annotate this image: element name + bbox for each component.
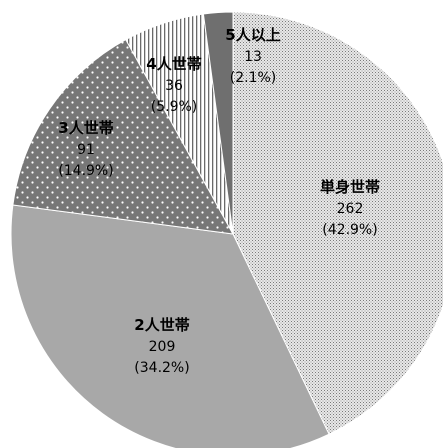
pie-label-value-single: 262 bbox=[337, 201, 364, 217]
pie-slice-two-person bbox=[10, 204, 330, 448]
pie-slice-three-person bbox=[12, 38, 234, 235]
pie-label-category-three-person: 3人世帯 bbox=[58, 119, 113, 137]
pie-label-category-single: 単身世帯 bbox=[320, 178, 380, 196]
pie-label-value-two-person: 209 bbox=[149, 339, 176, 355]
pie-label-value-four-person: 36 bbox=[165, 78, 183, 94]
pie-slices bbox=[10, 11, 443, 448]
pie-label-percent-two-person: (34.2%) bbox=[134, 360, 189, 376]
pie-label-category-two-person: 2人世帯 bbox=[134, 316, 189, 334]
pie-label-percent-single: (42.9%) bbox=[322, 222, 377, 238]
pie-label-percent-five-plus: (2.1%) bbox=[230, 70, 277, 86]
pie-slice-five-plus bbox=[202, 11, 234, 235]
pie-label-category-four-person: 4人世帯 bbox=[146, 55, 201, 73]
pie-labels: 単身世帯 262 (42.9%) 2人世帯 209 (34.2%) 3人世帯 91 (14.9%… bbox=[58, 26, 380, 376]
pie-label-percent-four-person: (5.9%) bbox=[151, 99, 198, 115]
pie-label-value-five-plus: 13 bbox=[244, 49, 262, 65]
pie-label-category-five-plus: 5人以上 bbox=[225, 26, 280, 44]
pie-slice-single bbox=[232, 11, 443, 435]
pie-label-percent-three-person: (14.9%) bbox=[58, 163, 113, 179]
pie-label-value-three-person: 91 bbox=[77, 142, 95, 158]
